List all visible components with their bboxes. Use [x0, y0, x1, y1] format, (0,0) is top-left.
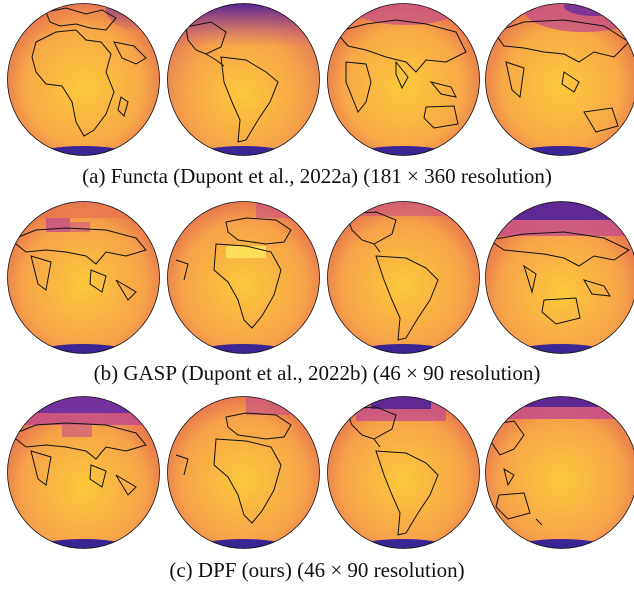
globe-functa-asia-australia — [484, 2, 634, 157]
globe-functa-africa — [6, 2, 161, 157]
caption-gasp: (b) GASP (Dupont et al., 2022b) (46 × 90… — [93, 361, 541, 385]
globe-gasp-asia-australia — [484, 200, 634, 355]
globe-gasp-asia-india — [6, 200, 161, 355]
caption-functa: (a) Functa (Dupont et al., 2022a) (181 ×… — [82, 164, 552, 188]
row-dpf — [0, 395, 634, 550]
row-gasp — [0, 200, 634, 355]
globe-dpf-pacific — [484, 395, 634, 550]
row-functa — [0, 2, 634, 157]
globe-gasp-americas — [326, 200, 481, 355]
caption-dpf: (c) DPF (ours) (46 × 90 resolution) — [169, 558, 465, 582]
globe-dpf-americas — [326, 395, 481, 550]
globe-functa-asia — [326, 2, 481, 157]
globe-dpf-asia-india — [6, 395, 161, 550]
globe-gasp-africa — [166, 200, 321, 355]
globe-functa-americas — [166, 2, 321, 157]
globe-dpf-africa — [166, 395, 321, 550]
